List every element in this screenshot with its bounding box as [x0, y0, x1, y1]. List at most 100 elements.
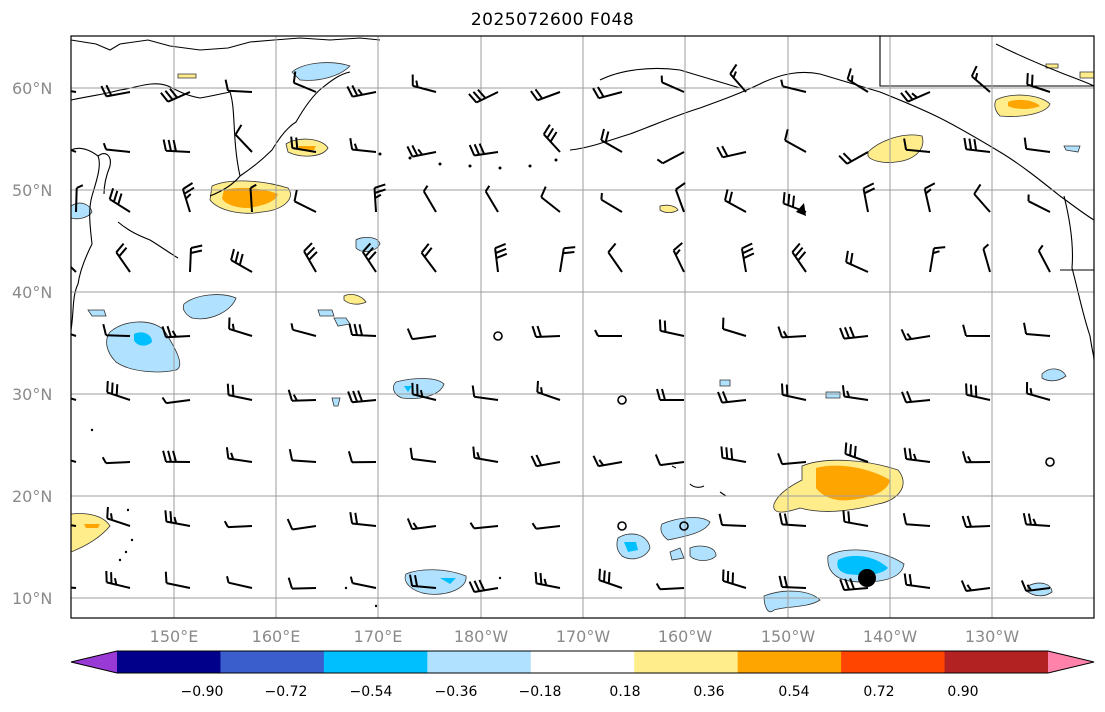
colorbar-tick-label: −0.54	[350, 684, 393, 700]
colorbar-tick-label: −0.18	[519, 684, 562, 700]
wind-barb	[720, 446, 747, 463]
colorbar-cell	[530, 651, 635, 673]
wind-barb	[778, 512, 807, 527]
wind-barb	[287, 577, 317, 590]
wind-barb	[656, 151, 685, 165]
colorbar-cells	[70, 650, 1095, 674]
negative-anomaly-contours	[71, 62, 1081, 613]
wind-barb	[782, 192, 807, 213]
wind-barb	[594, 329, 622, 337]
wind-barb	[598, 568, 623, 589]
wind-barb	[729, 63, 747, 93]
wind-barb	[540, 186, 561, 213]
wind-barb	[970, 65, 991, 93]
wind-barb	[722, 569, 747, 589]
wind-barb	[530, 454, 561, 468]
positive-anomaly-contours	[71, 63, 1094, 553]
wind-barb	[102, 323, 131, 337]
wind-barb	[962, 324, 991, 337]
wind-barb	[654, 454, 685, 467]
wind-barb	[542, 124, 561, 153]
lon-label: 160°W	[658, 627, 713, 646]
lat-label: 50°N	[12, 181, 52, 200]
wind-barb	[226, 383, 253, 401]
wind-barb	[349, 138, 377, 153]
wind-barb	[411, 382, 437, 401]
wind-barb	[162, 450, 191, 463]
colorbar-cell	[117, 651, 221, 673]
wind-barb	[411, 74, 437, 93]
wind-barb	[234, 124, 253, 153]
wind-barb	[288, 448, 317, 463]
wind-barb	[530, 88, 561, 102]
wind-barb	[839, 578, 869, 591]
wind-barb	[592, 455, 623, 468]
wind-barb	[71, 333, 77, 337]
lon-label: 130°W	[965, 627, 1020, 646]
wind-barb	[409, 574, 437, 589]
colorbar-cell	[737, 651, 842, 673]
wind-barb	[531, 522, 561, 530]
wind-barb	[494, 242, 508, 273]
wind-barb	[115, 242, 131, 273]
wind-barb	[838, 151, 869, 165]
wind-barbs	[71, 63, 1055, 593]
colorbar-cell	[841, 651, 946, 673]
wind-barb	[349, 576, 377, 589]
lon-label: 150°W	[761, 627, 816, 646]
colorbar-extend-high	[1048, 651, 1094, 673]
wind-barb	[839, 326, 869, 340]
wind-barb	[160, 88, 191, 103]
colorbar-tick-label: −0.72	[265, 684, 308, 700]
wind-barb	[468, 88, 499, 104]
wind-barb	[900, 328, 931, 341]
wind-barb	[1026, 73, 1051, 93]
wind-barb	[592, 86, 623, 100]
wind-barb	[960, 580, 991, 592]
wind-barb	[929, 246, 946, 273]
wind-barb	[1027, 194, 1051, 213]
wind-barb	[791, 242, 807, 273]
wind-barb	[290, 323, 317, 337]
wind-barb	[923, 182, 936, 213]
wind-barb	[102, 142, 131, 153]
wind-barb	[658, 319, 685, 337]
lon-label: 170°W	[556, 627, 611, 646]
wind-barb	[161, 325, 191, 339]
wind-barb	[108, 188, 131, 213]
colorbar-tick-labels: −0.90 −0.72 −0.54 −0.36 −0.18 0.18 0.36 …	[181, 684, 979, 700]
wind-barb	[781, 383, 807, 401]
lon-label: 160°E	[252, 627, 301, 646]
islands	[90, 152, 558, 608]
wind-barb	[100, 84, 131, 98]
lon-label: 180°W	[454, 627, 509, 646]
wind-barb	[71, 265, 77, 273]
wind-barb	[71, 90, 77, 93]
wind-barb	[406, 328, 437, 341]
wind-barb	[1037, 244, 1051, 273]
wind-barb	[287, 389, 317, 402]
wind-barb	[862, 182, 876, 213]
calm-wind-circle	[617, 521, 627, 531]
calm-wind-circle	[679, 521, 689, 531]
wind-barb	[290, 136, 317, 153]
wind-barb	[106, 506, 131, 527]
wind-barb	[965, 383, 991, 401]
coastlines	[71, 36, 1094, 497]
wind-barb	[409, 447, 437, 463]
wind-barb	[223, 520, 253, 529]
wind-barb	[71, 459, 77, 463]
wind-barb	[406, 518, 437, 531]
wind-barb	[71, 586, 77, 589]
wind-barb	[224, 79, 253, 93]
wind-barb	[468, 143, 499, 157]
wind-barb	[303, 242, 318, 273]
colorbar-cell	[220, 651, 325, 673]
wind-barb	[531, 325, 561, 338]
wind-barb	[472, 446, 499, 463]
colorbar-cell	[323, 651, 428, 673]
lat-label: 10°N	[12, 589, 52, 608]
wind-barb	[717, 391, 747, 404]
wind-barb	[161, 396, 191, 405]
